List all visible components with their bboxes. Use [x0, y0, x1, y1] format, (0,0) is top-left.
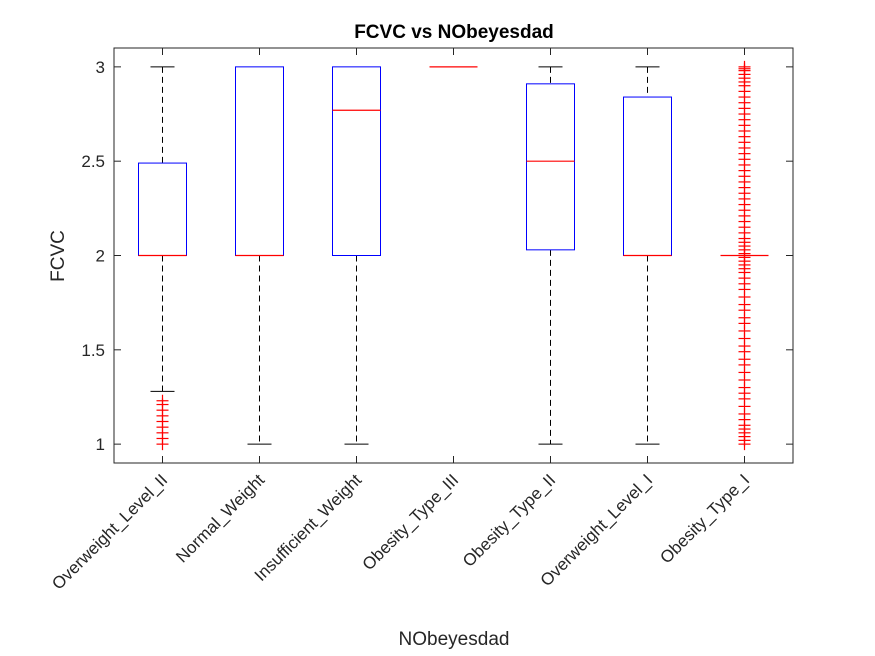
outlier-point — [738, 60, 751, 73]
iqr-box — [526, 83, 575, 251]
box-group — [526, 66, 575, 445]
iqr-box — [332, 66, 381, 257]
chart-title: FCVC vs NObeyesdad — [354, 22, 554, 43]
y-tick-label: 2.5 — [81, 152, 105, 171]
y-tick-label: 2 — [96, 247, 105, 266]
y-tick-label: 3 — [96, 58, 105, 77]
y-axis-label: FCVC — [48, 230, 69, 282]
box-group — [623, 66, 672, 445]
y-tick-label: 1 — [96, 435, 105, 454]
y-tick-label: 1.5 — [81, 341, 105, 360]
outlier-point — [156, 394, 169, 407]
box-group — [332, 66, 381, 445]
box-group — [138, 66, 187, 451]
x-axis-label: NObeyesdad — [399, 629, 510, 650]
box-group — [720, 60, 769, 451]
box-group — [235, 66, 284, 445]
plot-area — [138, 60, 769, 451]
